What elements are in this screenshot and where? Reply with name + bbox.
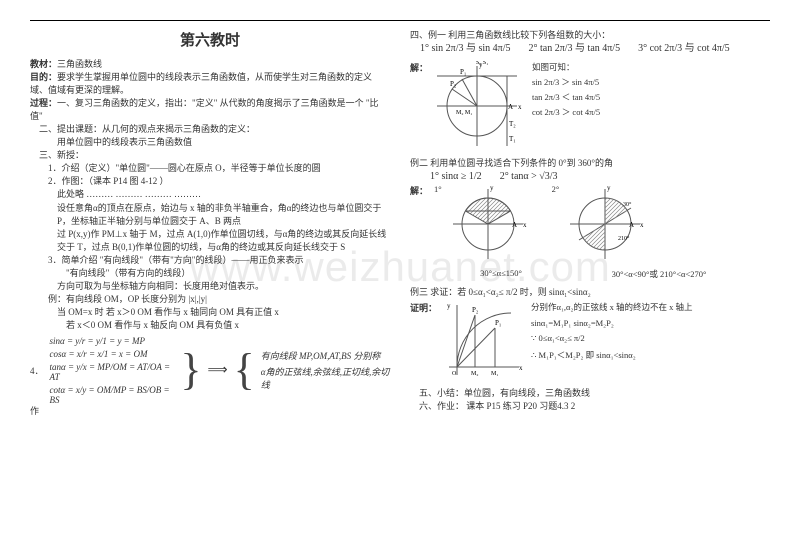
rr2: tan 2π/3 ＜ tan 4π/5 <box>532 91 600 103</box>
solve2: 解： <box>410 184 428 197</box>
exb: 若 x＜0 OM 看作与 x 轴反向 OM 具有负值 x <box>30 319 390 332</box>
goal-label: 目的： <box>30 72 57 82</box>
f3: tanα = y/x = MP/OM = AT/OA = AT <box>50 362 175 382</box>
lesson-title: 第六教时 <box>30 29 390 50</box>
rr3: cot 2π/3 ＞ cot 4π/5 <box>532 106 600 118</box>
s1: 1．介绍（定义）"单位圆"——圆心在原点 O，半径等于单位长度的圆 <box>30 162 390 175</box>
s3: 3．简单介绍 "有向线段"（带有"方向"的线段）——用正负来表示 <box>30 254 390 267</box>
ex3-circle: x y P₁ P₂ M₂ M₁ O <box>445 301 523 379</box>
svg-text:P₂: P₂ <box>450 80 457 88</box>
svg-text:T₁: T₁ <box>509 135 516 143</box>
svg-text:y: y <box>447 302 451 310</box>
proc1: 一、复习三角函数的定义，指出："定义" 从代数的角度揭示了三角函数是一个 "比值… <box>30 98 379 121</box>
ex2a: 1° sinα ≥ 1/2 <box>430 170 482 185</box>
h4: 四、例一 利用三角函数线比较下列各组数的大小： <box>410 29 770 42</box>
ex: 例：有向线段 OM，OP 长度分别为 |x|,|y| <box>30 293 390 306</box>
svg-text:T₂: T₂ <box>509 120 516 128</box>
h5: 五、小结：单位圆，有向线段，三角函数线 <box>410 387 770 400</box>
zuo: 作 <box>30 405 390 418</box>
brace-icon: } <box>180 348 201 392</box>
p3: ∵ 0≤α₁<α₂≤ π/2 <box>531 333 692 344</box>
svg-text:y: y <box>490 184 494 192</box>
desc1: 设任意角α的顶点在原点，始边与 x 轴的非负半轴重合，角α的终边也与单位圆交于 … <box>30 202 390 228</box>
svg-text:P₂: P₂ <box>472 306 479 314</box>
brace2-icon: { <box>234 348 255 392</box>
f2: cosα = x/r = x/1 = x = OM <box>50 349 175 359</box>
r1c: 3° cot 2π/3 与 cot 4π/5 <box>638 42 730 57</box>
solve-label: 解： <box>410 61 428 74</box>
proc2b: 用单位圆中的线段表示三角函数值 <box>30 136 390 149</box>
prove-label: 证明： <box>410 301 437 314</box>
r1a: 1° sin 2π/3 与 sin 4π/5 <box>420 42 511 57</box>
f4: cotα = x/y = OM/MP = BS/OB = BS <box>50 385 175 405</box>
svg-text:x: x <box>640 221 644 229</box>
formula-col: sinα = y/r = y/1 = y = MP cosα = x/r = x… <box>50 336 175 405</box>
ex2c1: 30°≤α≤150° <box>441 268 561 280</box>
left-column: 第六教时 教材：三角函数线 目的：要求学生掌握用单位圆中的线段表示三角函数值，从… <box>30 29 390 418</box>
s3c: 方向可取为与坐标轴方向相同：长度用绝对值表示。 <box>30 280 390 293</box>
ex2-circle1: x y A <box>448 184 528 264</box>
svg-text:x: x <box>519 364 523 372</box>
svg-text:x: x <box>523 221 527 229</box>
svg-text:M₁: M₁ <box>491 371 498 377</box>
dots: 此处略 ……… ……… ……… ……… <box>30 188 390 201</box>
p2: sinα₁=M₁P₁ sinα₂=M₂P₂ <box>531 318 692 328</box>
r1b: 2° tan 2π/3 与 tan 4π/5 <box>529 42 621 57</box>
proc2: 二、提出课题：从几何的观点来揭示三角函数的定义： <box>30 123 390 136</box>
p4: ∴ M₁P₁＜M₂P₂ 即 sinα₁<sinα₂ <box>531 349 692 361</box>
h6: 六、作业： 课本 P15 练习 P20 习题4.3 2 <box>410 400 770 413</box>
arrow-icon: ⟹ <box>208 362 228 379</box>
material-text: 三角函数线 <box>57 59 102 69</box>
f1: sinα = y/r = y/1 = y = MP <box>50 336 175 346</box>
ex3: 例三 求证：若 0≤α₁<α₂≤ π/2 时，则 sinα₁<sinα₂ <box>410 286 770 299</box>
desc2: 过 P(x,y)作 PM⊥x 轴于 M，过点 A(1,0)作单位圆切线，与α角的… <box>30 228 390 254</box>
proc-label: 过程： <box>30 98 57 108</box>
svg-text:M₂ M₁: M₂ M₁ <box>456 110 472 116</box>
br2: α角的正弦线,余弦线,正切线,余切线 <box>261 365 390 391</box>
item4: 4． <box>30 364 44 377</box>
svg-text:y: y <box>607 184 611 192</box>
s2: 2．作图：（课本 P14 图 4-12 ） <box>30 175 390 188</box>
goal-text: 要求学生掌握用单位圆中的线段表示三角函数值，从而使学生对三角函数的定义域、值域有… <box>30 72 372 95</box>
material-label: 教材： <box>30 59 57 69</box>
svg-text:P₁: P₁ <box>460 68 466 76</box>
p1: 分别作α₁,α₂的正弦线 x 轴的终边不在 x 轴上 <box>531 301 692 313</box>
s3b: "有向线段"（带有方向的线段） <box>30 267 390 280</box>
svg-text:210°: 210° <box>618 235 630 242</box>
svg-text:O: O <box>452 371 457 377</box>
svg-text:30°: 30° <box>623 201 632 208</box>
exa: 当 OM=x 时 若 x＞0 OM 看作与 x 轴同向 OM 具有正值 x <box>30 306 390 319</box>
ex1-circle-diagram: x y A P₂ P₁ M₂ M₁ T₁ T₂ S₂ S₁ <box>432 61 522 151</box>
svg-text:A: A <box>508 103 513 111</box>
svg-text:A: A <box>629 221 634 229</box>
ex2: 例二 利用单位圆寻找适合下列条件的 0°到 360°的角 <box>410 157 770 170</box>
ex2c2: 30°<α<90°或 210°<α<270° <box>579 268 739 280</box>
br1: 有向线段 MP,OM,AT,BS 分别称 <box>261 349 390 362</box>
rr1: sin 2π/3 ＞ sin 4π/5 <box>532 76 600 88</box>
bracket-text: 有向线段 MP,OM,AT,BS 分别称 α角的正弦线,余弦线,正切线,余切线 <box>261 349 390 391</box>
proc3: 三、新授： <box>30 149 390 162</box>
svg-text:S₂ S₁: S₂ S₁ <box>476 61 488 66</box>
svg-text:A: A <box>512 221 517 229</box>
svg-text:M₂: M₂ <box>471 371 478 377</box>
ex2-circle2: x y A 210° 30° <box>565 184 645 264</box>
right-column: 四、例一 利用三角函数线比较下列各组数的大小： 1° sin 2π/3 与 si… <box>410 29 770 418</box>
svg-text:x: x <box>518 103 522 111</box>
rcap: 如图可知： <box>532 61 600 73</box>
ex2b: 2° tanα > √3/3 <box>500 170 558 185</box>
svg-text:P₁: P₁ <box>495 319 501 327</box>
